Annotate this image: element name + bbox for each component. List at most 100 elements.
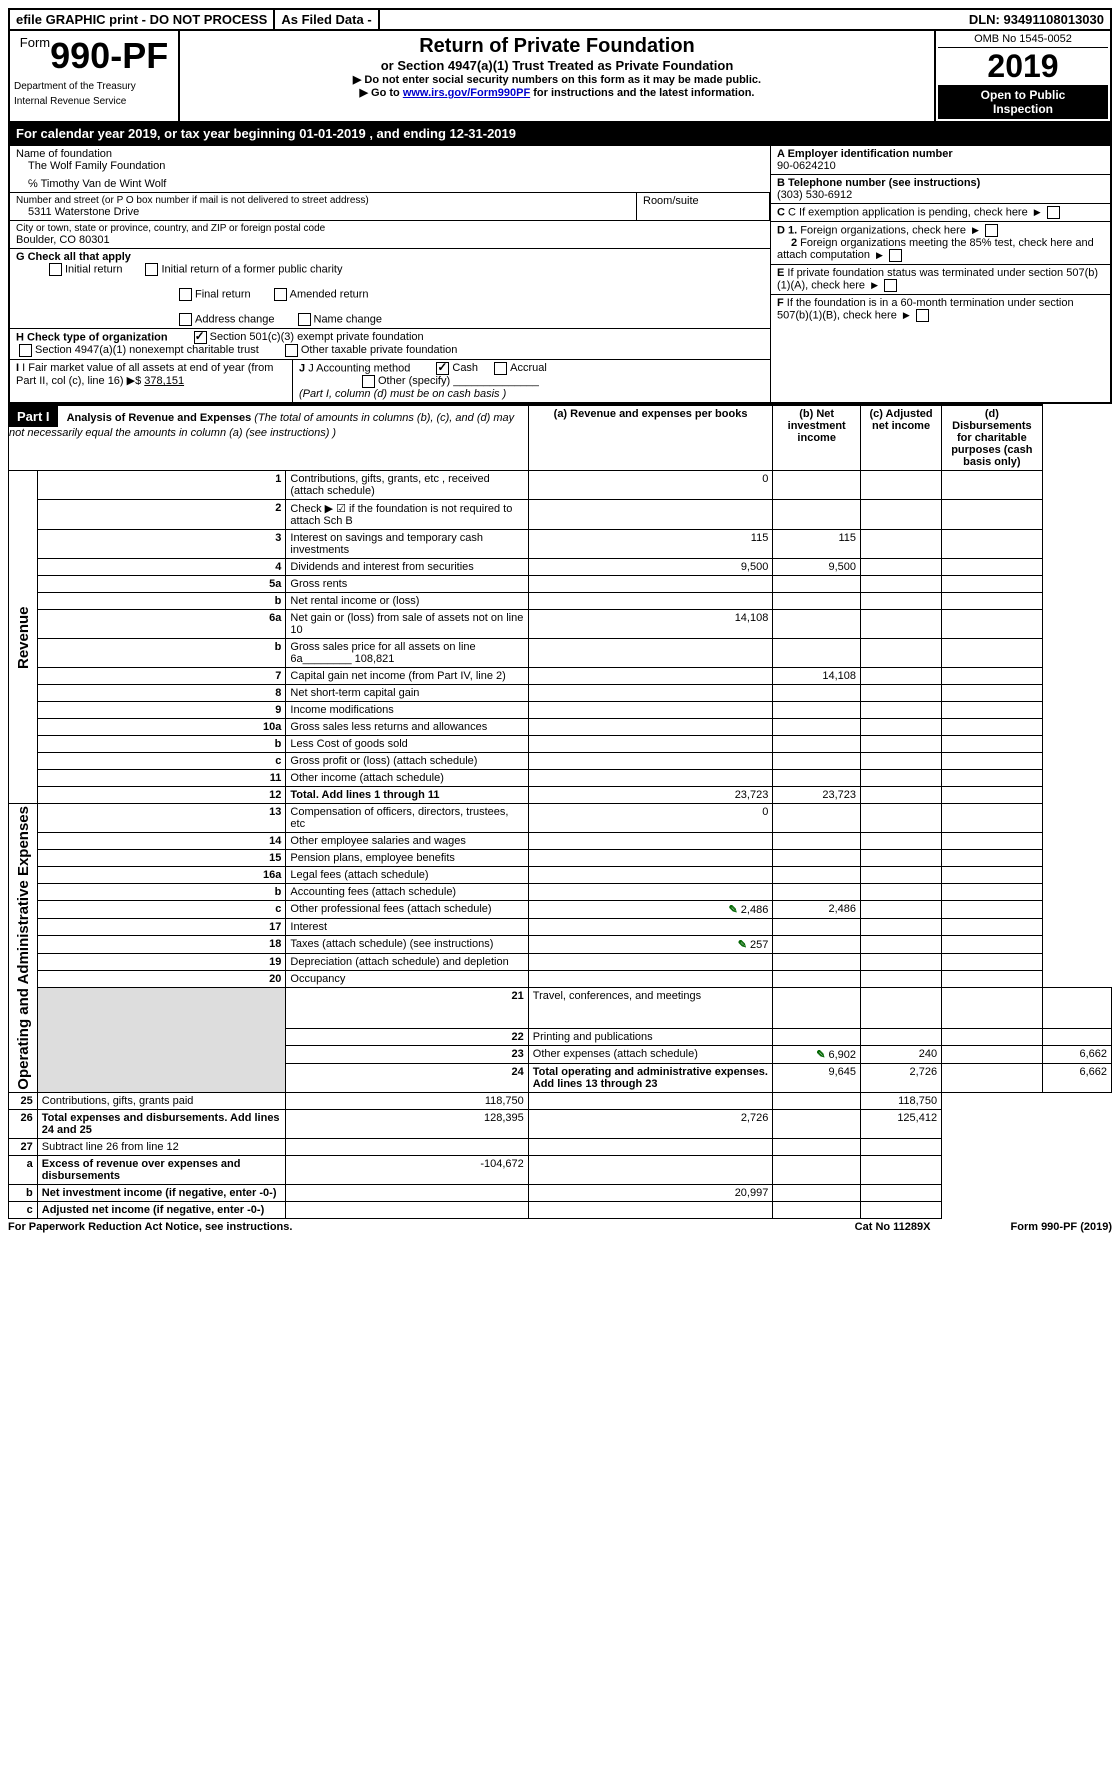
j-accrual[interactable] [494, 362, 507, 375]
cell-value: 118,750 [286, 1092, 528, 1109]
row-number: 9 [37, 702, 286, 719]
row-desc: Depreciation (attach schedule) and deple… [286, 954, 528, 971]
g-initial-former[interactable] [145, 263, 158, 276]
attachment-icon[interactable]: ✎ [738, 939, 747, 951]
table-row: 9Income modifications [9, 702, 1112, 719]
cell-value [942, 702, 1043, 719]
cell-value [773, 719, 861, 736]
cell-value [528, 954, 773, 971]
cell-value: 6,662 [1042, 1063, 1111, 1092]
row-number: 16a [37, 867, 286, 884]
row-number: 25 [9, 1092, 38, 1109]
cell-value [1042, 1028, 1111, 1045]
cell-value: 115 [528, 530, 773, 559]
table-row: 14Other employee salaries and wages [9, 833, 1112, 850]
attachment-icon[interactable]: ✎ [816, 1049, 825, 1061]
cell-value [861, 530, 942, 559]
d1-check[interactable] [985, 224, 998, 237]
cell-value: 2,726 [528, 1109, 773, 1138]
cell-value [942, 988, 1043, 1029]
j-other[interactable] [362, 375, 375, 388]
part1-table: Part I Analysis of Revenue and Expenses … [8, 404, 1112, 1219]
cell-value: 14,108 [773, 668, 861, 685]
cell-value [773, 1109, 861, 1138]
cell-value [773, 1184, 861, 1201]
box-a: A Employer identification number 90-0624… [771, 146, 1110, 175]
h-other-taxable[interactable] [285, 344, 298, 357]
cell-value [773, 1201, 861, 1218]
info-grid: Name of foundation The Wolf Family Found… [8, 146, 1112, 404]
g-name-change[interactable] [298, 313, 311, 326]
box-c: C C If exemption application is pending,… [771, 204, 1110, 222]
cell-value [773, 593, 861, 610]
cell-value [861, 988, 942, 1029]
cell-value [861, 901, 942, 919]
h-501c3[interactable] [194, 331, 207, 344]
h-4947a1[interactable] [19, 344, 32, 357]
col-a-header: (a) Revenue and expenses per books [528, 405, 773, 471]
row-desc: Gross rents [286, 576, 528, 593]
box-f: F If the foundation is in a 60-month ter… [771, 295, 1110, 324]
year-box: OMB No 1545-0052 2019 Open to Public Ins… [934, 31, 1110, 121]
e-check[interactable] [884, 279, 897, 292]
section-ij: I I Fair market value of all assets at e… [10, 360, 770, 402]
form-header: Form990-PF Department of the Treasury In… [8, 31, 1112, 123]
cell-value [861, 471, 942, 500]
row-number: 14 [37, 833, 286, 850]
col-d-header: (d) Disbursements for charitable purpose… [942, 405, 1043, 471]
cell-value [528, 668, 773, 685]
row-number: 10a [37, 719, 286, 736]
table-row: bAccounting fees (attach schedule) [9, 884, 1112, 901]
cell-value [528, 1155, 773, 1184]
g-amended[interactable] [274, 288, 287, 301]
cell-value: 23,723 [773, 787, 861, 804]
irs-link[interactable]: www.irs.gov/Form990PF [403, 87, 530, 99]
cell-value [528, 576, 773, 593]
footer: For Paperwork Reduction Act Notice, see … [8, 1219, 1112, 1233]
attachment-icon[interactable]: ✎ [729, 904, 738, 916]
j-cash[interactable] [436, 362, 449, 375]
cell-value [861, 787, 942, 804]
d2-check[interactable] [889, 249, 902, 262]
cell-value [861, 576, 942, 593]
cell-value [861, 685, 942, 702]
cell-value [942, 1063, 1043, 1092]
cell-value: ✎ 6,902 [773, 1045, 861, 1063]
g-address-change[interactable] [179, 313, 192, 326]
cell-value [286, 1184, 528, 1201]
cell-value [773, 1138, 861, 1155]
g-final[interactable] [179, 288, 192, 301]
table-row: Operating and Administrative Expenses13C… [9, 804, 1112, 833]
cell-value [528, 685, 773, 702]
cell-value [861, 954, 942, 971]
cell-value [861, 593, 942, 610]
g-initial-return[interactable] [49, 263, 62, 276]
row-number: 19 [37, 954, 286, 971]
cell-value [861, 919, 942, 936]
year-label: 2019 [938, 48, 1108, 85]
row-desc: Other expenses (attach schedule) [528, 1045, 773, 1063]
cell-value [528, 719, 773, 736]
cell-value [942, 593, 1043, 610]
table-row: 21Travel, conferences, and meetings [9, 988, 1112, 1029]
cell-value [773, 753, 861, 770]
cell-value [528, 1138, 773, 1155]
table-row: 10aGross sales less returns and allowanc… [9, 719, 1112, 736]
cell-value [528, 593, 773, 610]
title-note-1: ▶ Do not enter social security numbers o… [188, 73, 926, 86]
cell-value [942, 500, 1043, 530]
table-row: 6aNet gain or (loss) from sale of assets… [9, 610, 1112, 639]
cell-value: ✎ 2,486 [528, 901, 773, 919]
table-row: 25Contributions, gifts, grants paid118,7… [9, 1092, 1112, 1109]
f-check[interactable] [916, 309, 929, 322]
table-row: 15Pension plans, employee benefits [9, 850, 1112, 867]
cell-value [942, 936, 1043, 954]
cell-value [773, 471, 861, 500]
row-desc: Excess of revenue over expenses and disb… [37, 1155, 286, 1184]
cell-value [528, 702, 773, 719]
c-check[interactable] [1047, 206, 1060, 219]
cell-value [942, 753, 1043, 770]
cell-value [942, 639, 1043, 668]
row-number: 17 [37, 919, 286, 936]
row-number: 15 [37, 850, 286, 867]
